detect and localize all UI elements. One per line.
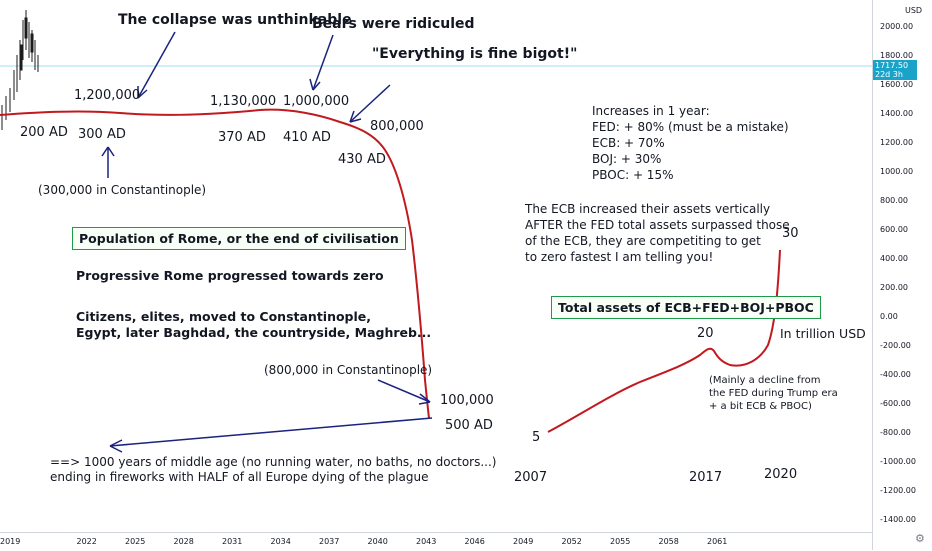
- label-decline-3: + a bit ECB & PBOC): [709, 401, 812, 412]
- arrow-300ad-head: [101, 146, 115, 157]
- label-ecb-2: AFTER the FED total assets surpassed tho…: [525, 218, 790, 232]
- x-tick-label: 2052: [561, 537, 582, 546]
- arrow-constantinople-head: [418, 393, 431, 405]
- rome-title-box: Population of Rome, or the end of civili…: [72, 227, 406, 250]
- label-ecb-4: to zero fastest I am telling you!: [525, 250, 714, 264]
- label-410ad: 410 AD: [283, 130, 331, 145]
- last-price-value: 1717.50: [875, 61, 909, 70]
- x-tick-label: 2049: [513, 537, 534, 546]
- y-tick-label: 200.00: [880, 283, 908, 292]
- label-year-2017: 2017: [689, 470, 723, 485]
- label-citizens-2: Egypt, later Baghdad, the countryside, M…: [76, 325, 432, 340]
- x-tick-label: 2031: [222, 537, 243, 546]
- arrow-middle-age: [109, 417, 433, 447]
- x-tick-label: 2019: [0, 537, 21, 546]
- label-inc-boj: BOJ: + 30%: [592, 152, 662, 166]
- rome-population-curve: [0, 108, 430, 419]
- x-tick-label: 2043: [416, 537, 437, 546]
- label-fine: "Everything is fine bigot!": [372, 46, 578, 62]
- arrow-constantinople: [377, 379, 431, 403]
- time-axis[interactable]: [0, 532, 872, 551]
- label-increases-title: Increases in 1 year:: [592, 104, 710, 118]
- x-tick-label: 2037: [319, 537, 340, 546]
- y-tick-label: -1200.00: [880, 486, 916, 495]
- annotation-arrows: [101, 31, 433, 453]
- x-tick-label: 2028: [173, 537, 194, 546]
- x-tick-label: 2022: [76, 537, 97, 546]
- x-tick-label: 2025: [125, 537, 146, 546]
- label-decline-1: (Mainly a decline from: [709, 375, 821, 386]
- arrow-bears: [312, 34, 334, 91]
- arrow-fine-head: [349, 110, 362, 123]
- label-800000: 800,000: [370, 119, 424, 134]
- label-1130000: 1,130,000: [210, 94, 277, 109]
- label-inc-pboc: PBOC: + 15%: [592, 168, 674, 182]
- label-inc-fed: FED: + 80% (must be a mistake): [592, 120, 789, 134]
- y-tick-label: 1600.00: [880, 80, 914, 89]
- label-val-20: 20: [697, 326, 714, 341]
- y-tick-label: 600.00: [880, 225, 908, 234]
- axis-currency: USD: [905, 6, 923, 15]
- arrow-fine: [349, 84, 391, 123]
- x-tick-label: 2046: [464, 537, 485, 546]
- label-collapse: The collapse was unthinkable: [118, 12, 352, 28]
- label-100000: 100,000: [440, 393, 494, 408]
- label-200ad: 200 AD: [20, 125, 68, 140]
- y-tick-label: 0.00: [880, 312, 898, 321]
- last-price-countdown: 22d 3h: [875, 70, 903, 79]
- y-tick-label: -200.00: [880, 341, 911, 350]
- arrow-middle-age-head: [109, 439, 123, 453]
- assets-curve: [547, 249, 781, 433]
- assets-title-box: Total assets of ECB+FED+BOJ+PBOC: [551, 296, 821, 319]
- label-middle-age-2: ending in fireworks with HALF of all Eur…: [50, 470, 429, 484]
- y-tick-label: 2000.00: [880, 22, 914, 31]
- y-tick-label: -800.00: [880, 428, 911, 437]
- y-tick-label: 1400.00: [880, 109, 914, 118]
- y-tick-label: -1000.00: [880, 457, 916, 466]
- label-trillion: In trillion USD: [780, 326, 866, 341]
- x-tick-label: 2040: [367, 537, 388, 546]
- y-tick-label: -1400.00: [880, 515, 916, 524]
- label-1000000: 1,000,000: [283, 94, 350, 109]
- label-ecb-1: The ECB increased their assets verticall…: [525, 202, 771, 216]
- last-price-tag: 1717.50 22d 3h: [873, 60, 917, 80]
- label-inc-ecb: ECB: + 70%: [592, 136, 665, 150]
- label-decline-2: the FED during Trump era: [709, 388, 838, 399]
- arrow-collapse: [137, 31, 176, 99]
- label-1200000: 1,200,000: [74, 88, 141, 103]
- label-ecb-3: of the ECB, they are competiting to get: [525, 234, 761, 248]
- label-progressive: Progressive Rome progressed towards zero: [76, 268, 384, 283]
- x-tick-label: 2058: [658, 537, 679, 546]
- y-tick-label: 400.00: [880, 254, 908, 263]
- x-tick-label: 2061: [707, 537, 728, 546]
- label-constantinople-300: (300,000 in Constantinople): [38, 183, 207, 197]
- x-tick-label: 2034: [270, 537, 291, 546]
- y-tick-label: 1000.00: [880, 167, 914, 176]
- label-370ad: 370 AD: [218, 130, 266, 145]
- arrow-collapse-head: [137, 86, 148, 99]
- label-bears: Bears were ridiculed: [312, 16, 475, 32]
- label-middle-age-1: ==> 1000 years of middle age (no running…: [50, 455, 497, 469]
- label-val-5: 5: [532, 430, 541, 445]
- y-tick-label: 1800.00: [880, 51, 914, 60]
- label-500ad: 500 AD: [445, 418, 493, 433]
- y-tick-label: 800.00: [880, 196, 908, 205]
- gear-icon[interactable]: ⚙: [915, 533, 925, 545]
- y-tick-label: 1200.00: [880, 138, 914, 147]
- arrow-bears-head: [309, 78, 321, 91]
- label-year-2007: 2007: [514, 470, 548, 485]
- label-430ad: 430 AD: [338, 152, 386, 167]
- price-candles: [1, 10, 39, 130]
- label-constantinople-800: (800,000 in Constantinople): [264, 363, 433, 377]
- label-year-2020: 2020: [764, 467, 798, 482]
- price-axis[interactable]: [872, 0, 932, 550]
- label-val-30: 30: [782, 226, 799, 241]
- y-tick-label: -400.00: [880, 370, 911, 379]
- label-citizens-1: Citizens, elites, moved to Constantinopl…: [76, 309, 372, 324]
- y-tick-label: -600.00: [880, 399, 911, 408]
- label-300ad: 300 AD: [78, 127, 126, 142]
- x-tick-label: 2055: [610, 537, 631, 546]
